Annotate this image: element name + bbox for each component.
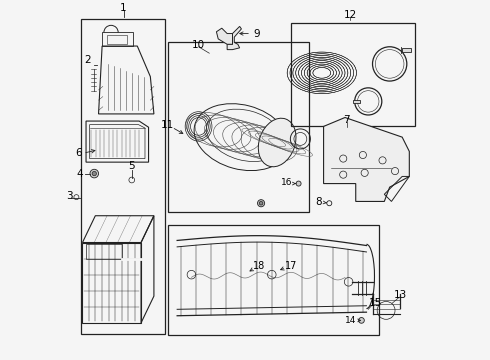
Polygon shape [227,26,242,50]
Text: 4: 4 [76,168,83,179]
Circle shape [296,181,301,186]
Text: 15: 15 [369,298,382,308]
Polygon shape [323,117,409,202]
Text: 13: 13 [394,290,407,300]
Bar [168,225,379,336]
Text: 2: 2 [84,55,91,65]
Text: 5: 5 [128,161,135,171]
Text: 8: 8 [316,197,322,207]
Text: 1: 1 [120,3,127,13]
Text: 9: 9 [253,28,260,39]
Polygon shape [217,28,232,44]
Text: 7: 7 [343,115,350,125]
Circle shape [259,202,263,205]
Bar [107,35,127,44]
Bar [402,48,411,53]
Bar [168,42,309,212]
Circle shape [90,169,98,178]
Circle shape [359,318,364,323]
Text: 14: 14 [344,315,356,324]
Bar [86,244,122,258]
Bar [292,23,415,126]
Text: 17: 17 [285,261,297,271]
Text: 3: 3 [66,191,73,201]
Bar [353,100,360,103]
Text: 12: 12 [344,10,357,20]
Text: 11: 11 [161,120,174,130]
Circle shape [92,171,97,176]
Text: 16: 16 [281,178,293,187]
Circle shape [258,200,265,207]
Ellipse shape [258,118,296,167]
Bar [81,19,165,334]
Text: 10: 10 [192,40,205,50]
Bar [102,32,133,46]
Text: 18: 18 [253,261,266,271]
Text: 6: 6 [75,148,81,158]
